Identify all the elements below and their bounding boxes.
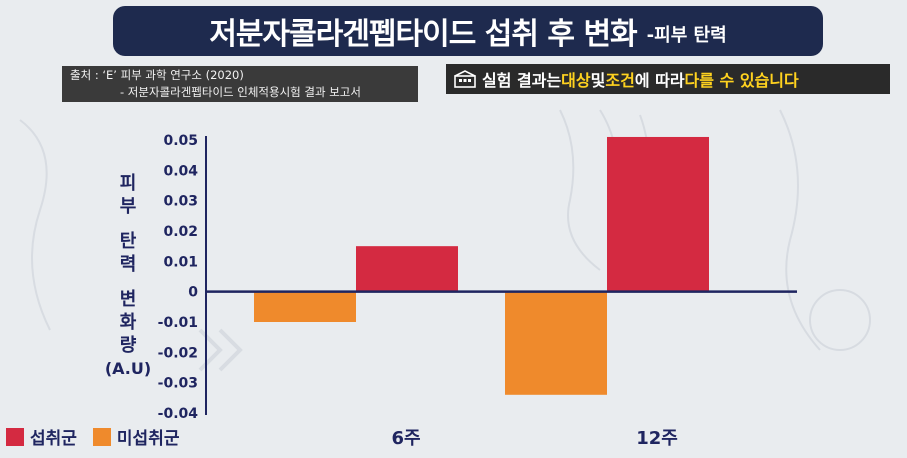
legend-item-nonintake: 미섭취군 — [92, 424, 180, 449]
bar-nonintake-0 — [254, 291, 356, 322]
notice-highlight-result: 다를 수 있습니다 — [684, 71, 799, 90]
page-subtitle: -피부 탄력 — [646, 25, 727, 46]
notice-text-2: 및 — [590, 71, 606, 90]
legend-label-intake: 섭취군 — [30, 429, 77, 449]
building-icon — [454, 70, 476, 88]
legend-swatch-intake — [6, 427, 24, 446]
y-axis-label: 피부 탄력 변화량 (A.U) — [100, 172, 156, 380]
y-tick-label: -0.04 — [158, 406, 199, 422]
notice-text-3: 에 따라 — [634, 71, 685, 90]
disclaimer-notice: 실험 결과는 대상 및 조건 에 따라 다를 수 있습니다 — [446, 64, 890, 94]
y-tick-label: 0.05 — [163, 133, 198, 149]
bar-nonintake-1 — [505, 291, 607, 395]
y-axis-label-line-1: 피부 — [119, 173, 137, 217]
x-category-label: 12주 — [636, 428, 678, 449]
title-banner: 저분자콜라겐펩타이드 섭취 후 변화 -피부 탄력 — [113, 6, 823, 56]
chart-legend: 섭취군 미섭취군 — [6, 424, 195, 449]
source-line-2: - 저분자콜라겐펩타이드 인체적용시험 결과 보고서 — [120, 85, 361, 99]
x-category-label: 6주 — [391, 428, 420, 449]
y-tick-label: -0.02 — [158, 345, 198, 361]
notice-text-1: 실험 결과는 — [482, 71, 562, 90]
bar-intake-1 — [607, 136, 709, 292]
notice-highlight-subject: 대상 — [561, 71, 591, 90]
legend-swatch-nonintake — [92, 427, 111, 446]
notice-highlight-condition: 조건 — [605, 71, 635, 90]
legend-item-intake: 섭취군 — [6, 424, 77, 449]
y-tick-label: -0.03 — [158, 376, 198, 392]
legend-label-nonintake: 미섭취군 — [116, 429, 180, 449]
bar-intake-0 — [356, 246, 458, 292]
y-axis-label-line-2: 탄력 — [119, 231, 137, 275]
y-tick-label: 0.03 — [163, 194, 198, 210]
y-tick-label: 0.04 — [163, 163, 198, 179]
y-tick-label: 0 — [188, 285, 198, 301]
y-axis-label-line-3: 변화량 — [119, 289, 137, 356]
source-line-1: 출처 : ‘E’ 피부 과학 연구소 (2020) — [70, 68, 244, 82]
y-axis-label-line-4: (A.U) — [104, 359, 152, 378]
page-title: 저분자콜라겐펩타이드 섭취 후 변화 — [209, 17, 637, 52]
y-tick-label: -0.01 — [158, 315, 198, 331]
y-tick-label: 0.02 — [163, 224, 198, 240]
source-note: 출처 : ‘E’ 피부 과학 연구소 (2020) - 저분자콜라겐펩타이드 인… — [62, 66, 418, 102]
y-tick-label: 0.01 — [163, 254, 198, 270]
